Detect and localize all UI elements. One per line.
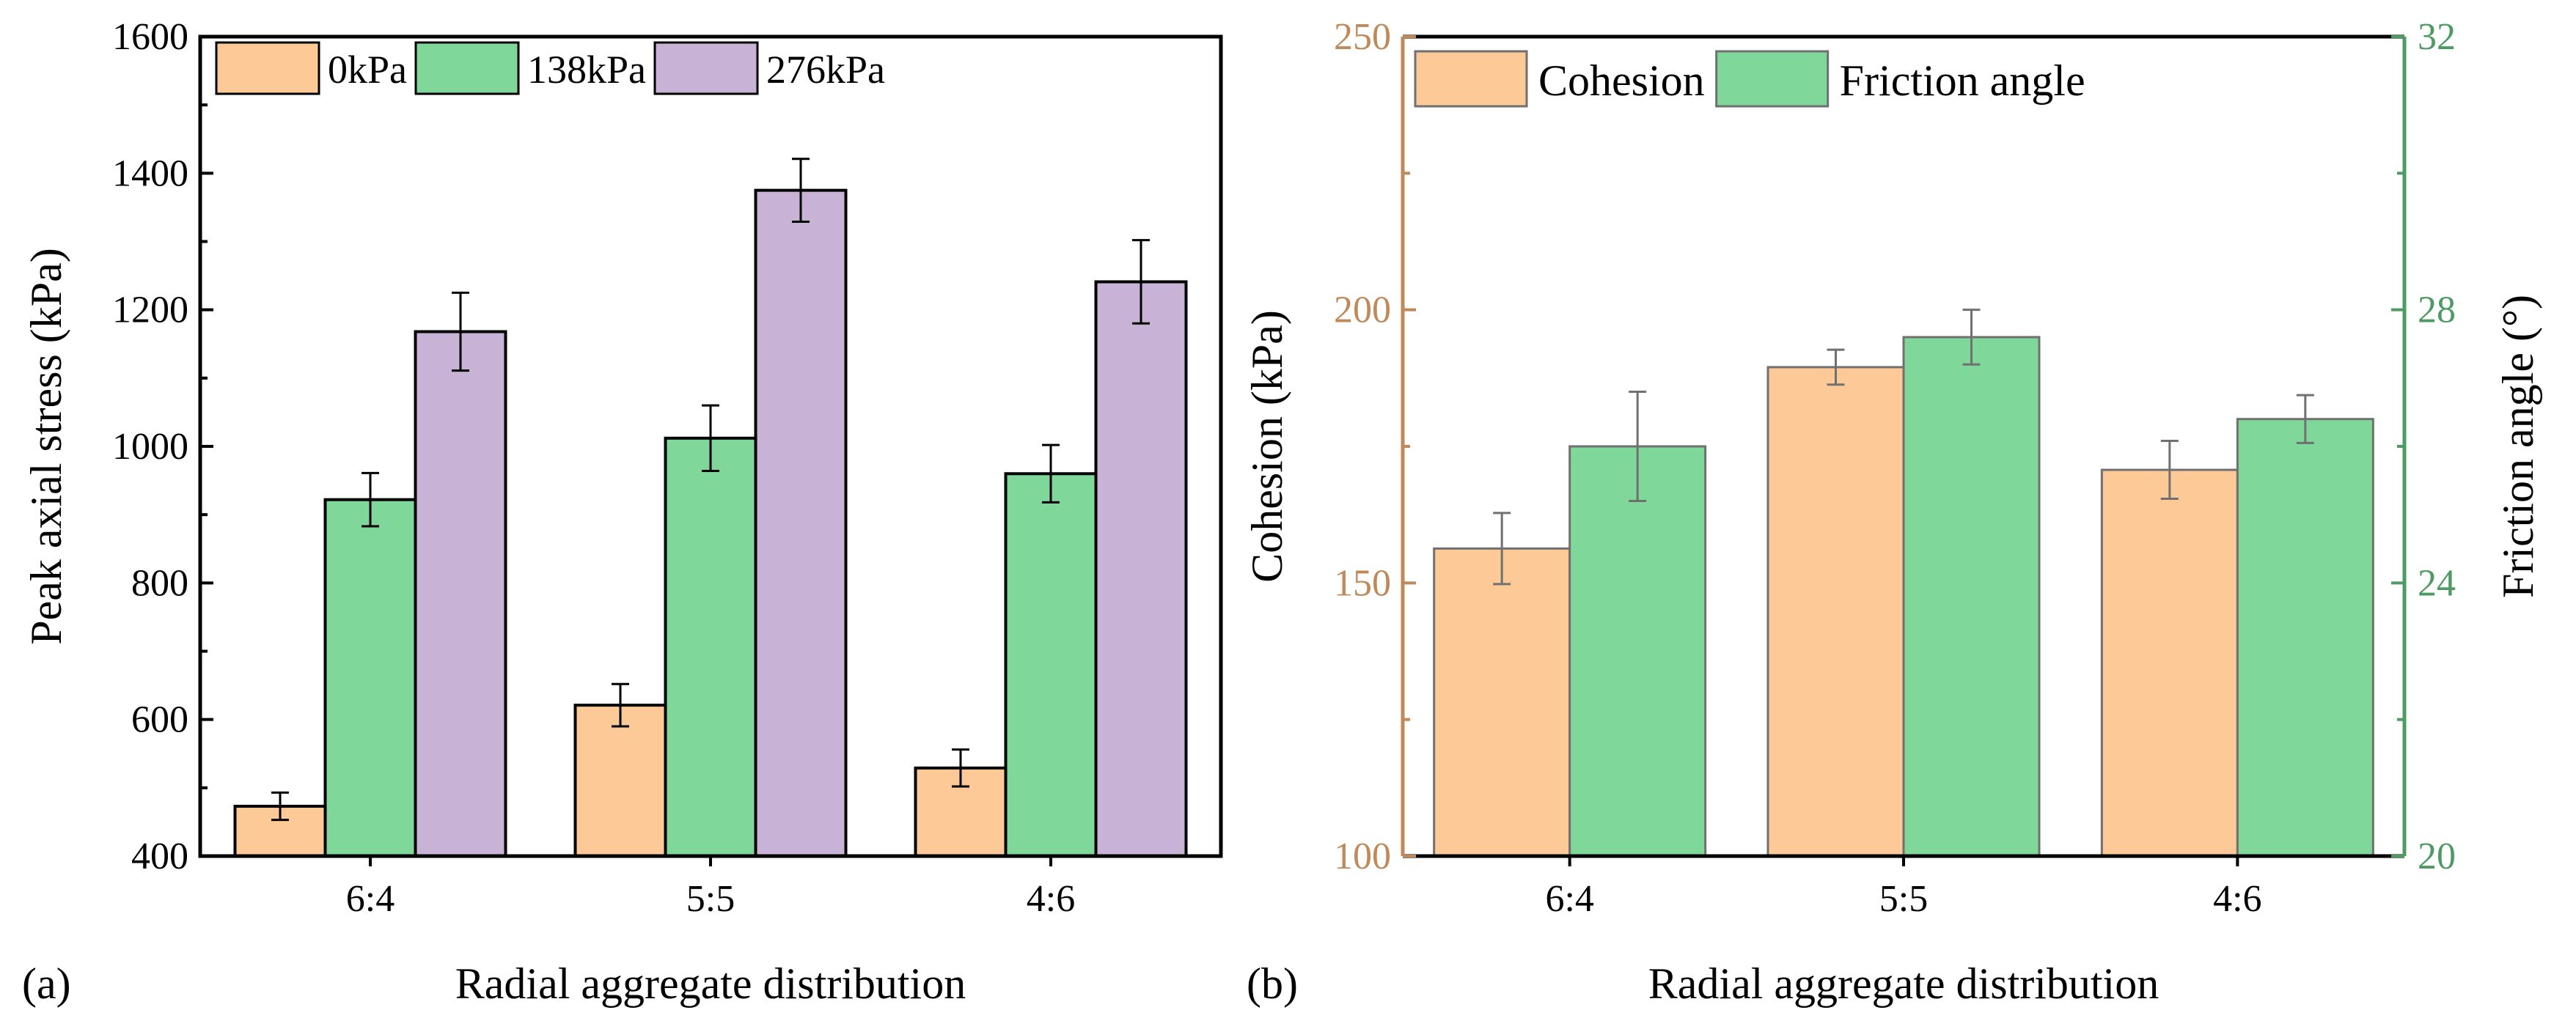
legend-swatch bbox=[653, 41, 759, 95]
y-tick-label: 1400 bbox=[112, 152, 188, 194]
panel-label: (a) bbox=[22, 959, 71, 1008]
error-bar bbox=[362, 471, 379, 528]
legend-label: Cohesion bbox=[1538, 56, 1705, 105]
x-tick-label: 5:5 bbox=[1879, 878, 1928, 920]
bar-friction-angle-5-5 bbox=[1902, 336, 2041, 858]
error-bar bbox=[452, 291, 469, 372]
legend-label: 138kPa bbox=[527, 48, 646, 92]
panel-label: (b) bbox=[1247, 959, 1298, 1008]
error-bar bbox=[612, 682, 629, 728]
error-bar bbox=[271, 791, 289, 822]
y-right-axis-title: Friction angle (°) bbox=[2494, 295, 2542, 598]
bar-276kpa-6-4 bbox=[414, 330, 507, 858]
y-tick-label: 600 bbox=[131, 699, 188, 741]
legend-swatch bbox=[1715, 50, 1830, 108]
y-right-tick-label: 20 bbox=[2418, 836, 2456, 877]
y-tick-label: 800 bbox=[131, 562, 188, 604]
error-bar bbox=[1042, 443, 1060, 504]
legend-swatch bbox=[1414, 50, 1528, 108]
bar-276kpa-5-5 bbox=[754, 188, 848, 858]
legend-label: 276kPa bbox=[766, 48, 885, 92]
error-bar bbox=[2160, 440, 2179, 501]
bar-138kpa-6-4 bbox=[323, 498, 417, 858]
bar-friction-angle-4-6 bbox=[2236, 418, 2374, 858]
y-tick-label: 100 bbox=[1334, 836, 1391, 877]
x-axis-title: Radial aggregate distribution bbox=[1648, 959, 2159, 1008]
y-tick-label: 400 bbox=[131, 836, 188, 877]
x-axis-title: Radial aggregate distribution bbox=[455, 959, 966, 1008]
x-tick-label: 4:6 bbox=[2213, 878, 2261, 920]
y-right-tick-label: 24 bbox=[2418, 562, 2456, 604]
error-bar bbox=[792, 158, 810, 223]
error-bar bbox=[1629, 390, 1647, 503]
bar-cohesion-4-6 bbox=[2100, 468, 2239, 858]
y-right-tick-label: 28 bbox=[2418, 290, 2456, 331]
legend-swatch bbox=[215, 41, 320, 95]
y-tick-label: 1000 bbox=[112, 426, 188, 468]
bar-cohesion-6-4 bbox=[1433, 547, 1571, 858]
error-bar bbox=[1962, 309, 1981, 366]
error-bar bbox=[1132, 239, 1150, 325]
error-bar bbox=[1493, 512, 1511, 586]
bar-138kpa-5-5 bbox=[664, 436, 757, 858]
legend-swatch bbox=[414, 41, 520, 95]
error-bar bbox=[2296, 394, 2314, 444]
x-tick-label: 5:5 bbox=[686, 878, 735, 920]
legend-label: Friction angle bbox=[1840, 56, 2085, 105]
y-tick-label: 250 bbox=[1334, 16, 1391, 58]
bar-0kpa-5-5 bbox=[573, 704, 667, 858]
y-tick-label: 200 bbox=[1334, 290, 1391, 331]
bar-friction-angle-6-4 bbox=[1568, 445, 1707, 858]
bar-cohesion-5-5 bbox=[1766, 366, 1905, 858]
y-axis-title: Peak axial stress (kPa) bbox=[22, 248, 70, 645]
bar-138kpa-4-6 bbox=[1004, 472, 1098, 858]
bar-276kpa-4-6 bbox=[1094, 280, 1188, 858]
x-tick-label: 4:6 bbox=[1027, 878, 1075, 920]
x-tick-label: 6:4 bbox=[1545, 878, 1593, 920]
error-bar bbox=[1827, 348, 1845, 386]
y-tick-label: 150 bbox=[1334, 562, 1391, 604]
legend-label: 0kPa bbox=[328, 48, 407, 92]
x-tick-label: 6:4 bbox=[346, 878, 395, 920]
y-tick-label: 1200 bbox=[112, 290, 188, 331]
error-bar bbox=[952, 748, 969, 788]
y-axis-title: Cohesion (kPa) bbox=[1243, 310, 1291, 583]
y-tick-label: 1600 bbox=[112, 16, 188, 58]
error-bar bbox=[702, 404, 719, 473]
y-right-tick-label: 32 bbox=[2418, 16, 2456, 58]
